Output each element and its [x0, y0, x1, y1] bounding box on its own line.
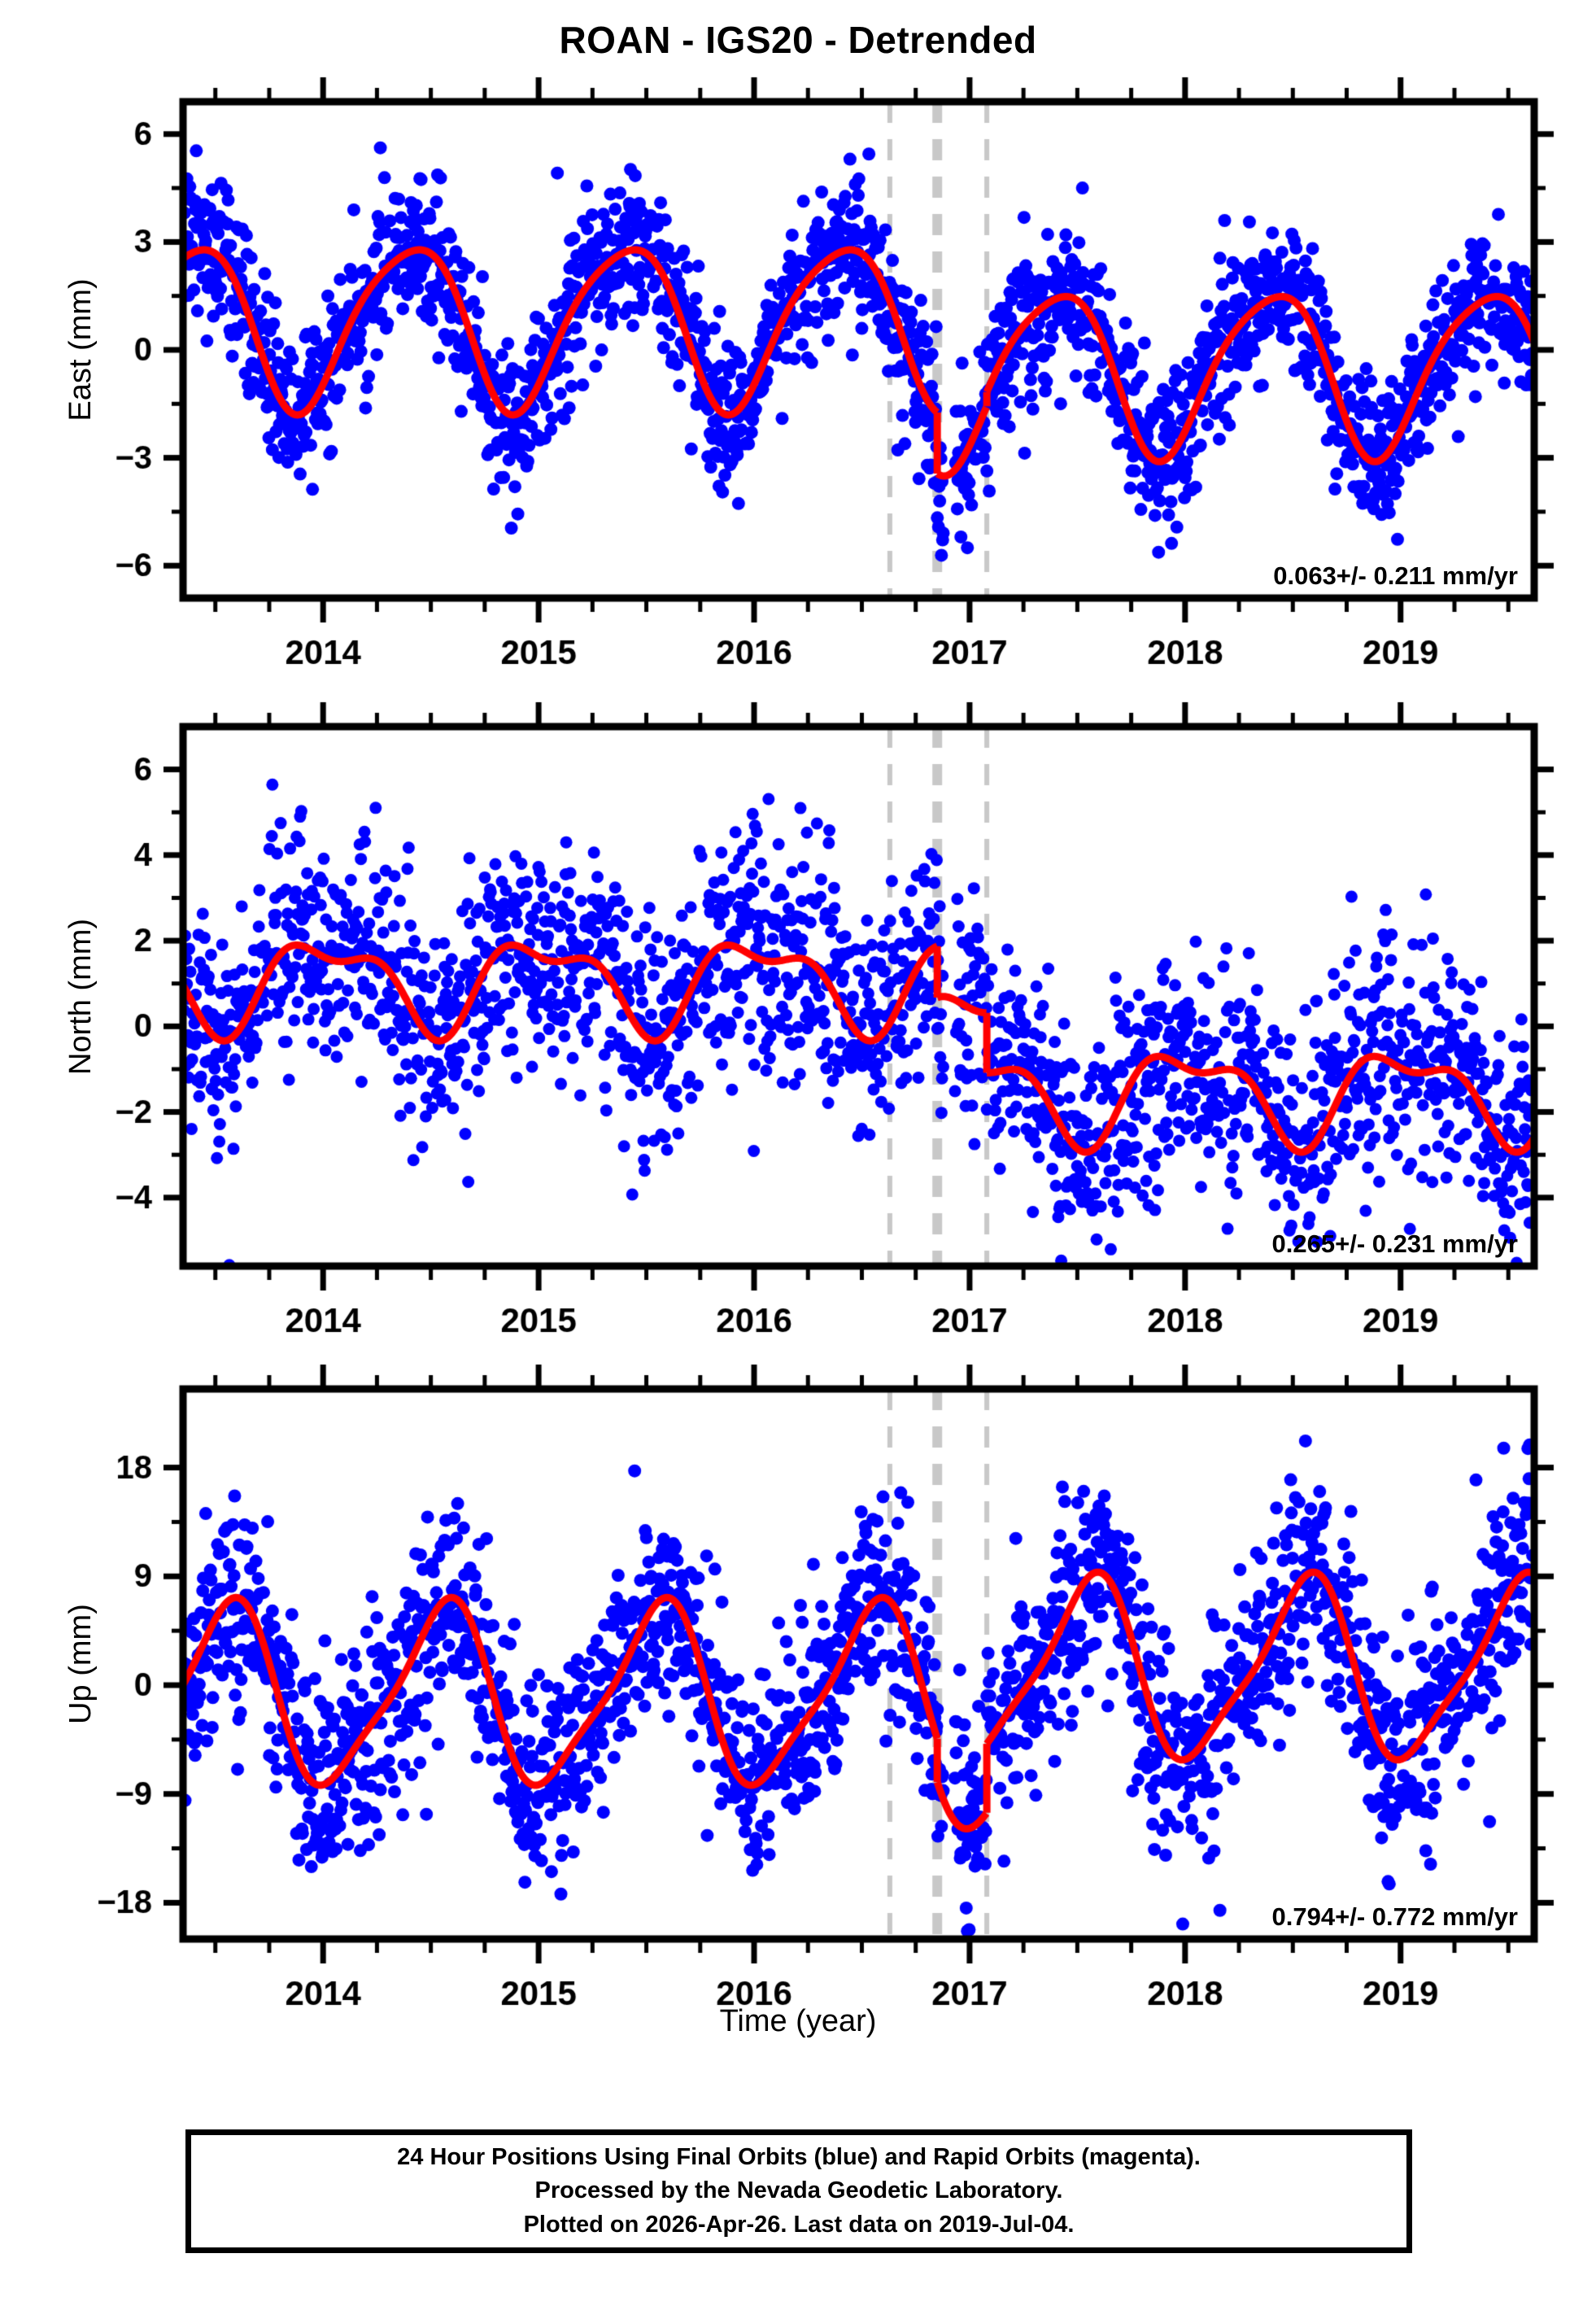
y-axis-label-up: Up (mm) [63, 1604, 98, 1724]
y-axis-label-north: North (mm) [63, 918, 98, 1075]
caption-box: 24 Hour Positions Using Final Orbits (bl… [185, 2129, 1412, 2253]
rate-annotation-north: 0.265+/- 0.231 mm/yr [1271, 1229, 1518, 1258]
x-axis-label: Time (year) [719, 2004, 877, 2038]
page-title: ROAN - IGS20 - Detrended [559, 19, 1037, 61]
y-axis-label-east: East (mm) [63, 278, 98, 421]
caption-line-1: 24 Hour Positions Using Final Orbits (bl… [397, 2144, 1201, 2171]
rate-annotation-up: 0.794+/- 0.772 mm/yr [1271, 1902, 1518, 1931]
caption-line-2: Processed by the Nevada Geodetic Laborat… [534, 2177, 1063, 2204]
rate-annotation-east: 0.063+/- 0.211 mm/yr [1273, 561, 1518, 590]
caption-line-3: Plotted on 2026-Apr-26. Last data on 201… [523, 2211, 1075, 2238]
